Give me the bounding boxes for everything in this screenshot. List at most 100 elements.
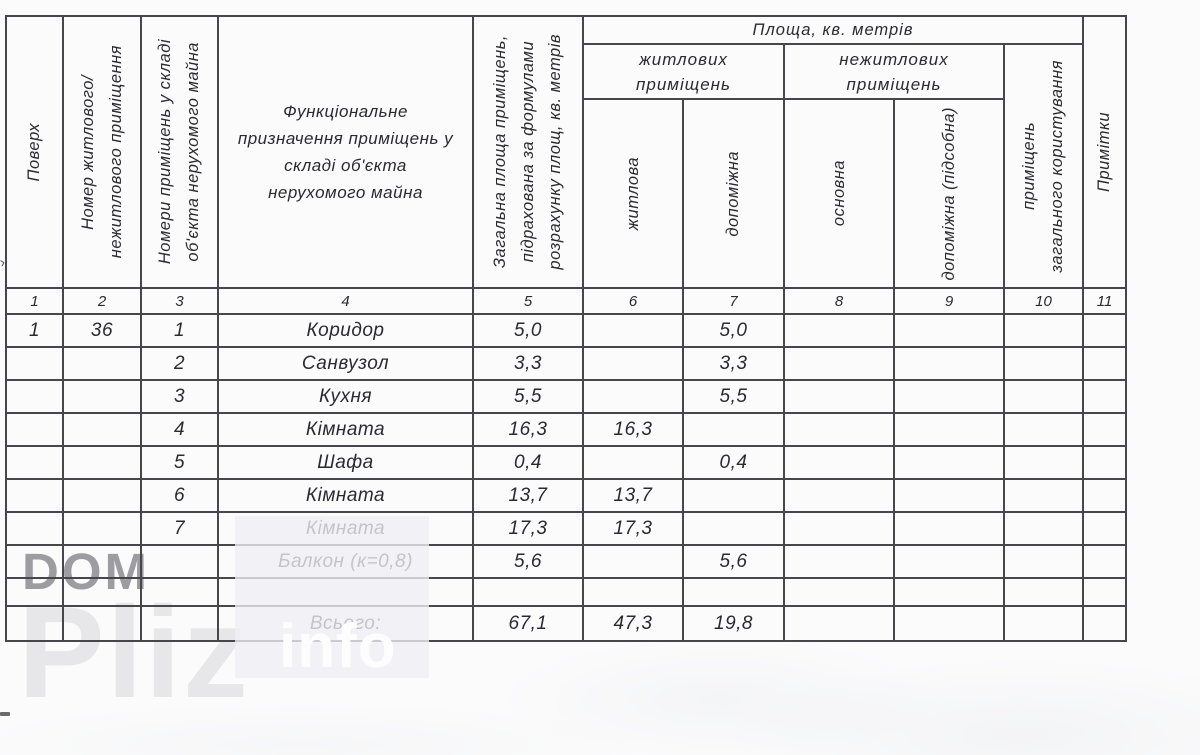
table-cell (62, 445, 142, 480)
table-cell (1002, 379, 1085, 414)
header-unit-number: Номер житлового/ нежитлового приміщення (62, 15, 142, 289)
table-cell (5, 445, 64, 480)
numbering-row: 1 2 3 4 5 6 7 8 9 10 11 (5, 287, 1128, 315)
table-cell (783, 478, 895, 513)
table-cell (62, 346, 142, 381)
table-cell: Санвузол (217, 346, 474, 381)
table-cell (1082, 379, 1128, 414)
column-number: 6 (582, 287, 684, 315)
header-floor: Поверх (5, 15, 64, 289)
table-cell (682, 412, 785, 447)
table-cell (62, 478, 142, 513)
table-row: 4 Кімната 16,3 16,3 (5, 412, 1128, 447)
table-cell (140, 605, 219, 642)
table-row: 2 Санвузол 3,3 3,3 (5, 346, 1128, 381)
area-explication-table: Поверх Номер житлового/ нежитлового прим… (5, 15, 1128, 642)
table-cell: Кухня (217, 379, 474, 414)
table-cell (783, 605, 895, 642)
table-cell: Коридор (217, 313, 474, 348)
table-cell (582, 544, 684, 579)
table-cell: 19,8 (682, 605, 785, 642)
table-cell (582, 379, 684, 414)
table-cell (893, 577, 1005, 607)
column-number: 3 (140, 287, 219, 315)
table-cell (783, 445, 895, 480)
table-cell: 3,3 (682, 346, 785, 381)
table-cell (5, 478, 64, 513)
table-cell (582, 445, 684, 480)
table-cell: 17,3 (582, 511, 684, 546)
column-number: 10 (1002, 287, 1085, 315)
table-cell (783, 412, 895, 447)
table-cell (893, 605, 1005, 642)
table-cell: 5,6 (472, 544, 584, 579)
table-cell (5, 379, 64, 414)
watermark-info: info (279, 612, 397, 681)
table-cell (62, 379, 142, 414)
table-cell (582, 346, 684, 381)
header-area-group: Площа, кв. метрів (581, 15, 1085, 45)
table-cell (1082, 544, 1128, 579)
header-auxiliary: допоміжна (682, 98, 785, 289)
table-cell (1082, 511, 1128, 546)
table-cell (682, 577, 785, 607)
table-row: Балкон (к=0,8)5,65,6 (5, 544, 1128, 579)
table-cell: 13,7 (582, 478, 684, 513)
table-cell: 5,0 (472, 313, 584, 348)
table-cell: 2 (140, 346, 219, 381)
table-cell (1002, 346, 1085, 381)
header-non-residential-group: нежитлових приміщень (783, 43, 1005, 100)
table-cell (140, 544, 219, 579)
table-cell (1082, 313, 1128, 348)
table-cell (893, 478, 1005, 513)
table-row: 3 Кухня 5,5 5,5 (5, 379, 1128, 414)
table-cell: Кімната (217, 478, 474, 513)
table-cell (1002, 478, 1085, 513)
table-cell (1002, 313, 1085, 348)
table-body: 1 36 1 Коридор 5,0 5,0 2 Санвузол 3,3 3,3 3 Кухня 5,… (5, 313, 1128, 642)
table-cell (5, 511, 64, 546)
table-cell: 0,4 (682, 445, 785, 480)
table-cell (62, 511, 142, 546)
table-cell: 36 (62, 313, 142, 348)
scan-artifact (0, 712, 10, 716)
table-cell (5, 577, 64, 607)
table-cell (1002, 544, 1085, 579)
table-cell: 5,5 (472, 379, 584, 414)
table-row: 7Кімната17,317,3 (5, 511, 1128, 546)
table-cell (1082, 605, 1128, 642)
column-number: 7 (682, 287, 785, 315)
table-cell: 47,3 (582, 605, 684, 642)
table-cell (893, 346, 1005, 381)
header-room-numbers: Номери приміщень у складі об'єкта нерухо… (140, 15, 219, 289)
table-cell (582, 577, 684, 607)
table-cell (582, 313, 684, 348)
table-cell: 13,7 (472, 478, 584, 513)
table-cell (1082, 445, 1128, 480)
table-cell (1082, 577, 1128, 607)
table-cell: 1 (5, 313, 64, 348)
table-row: 5 Шафа 0,4 0,4 (5, 445, 1128, 480)
header-common-use: приміщень загального користування (1002, 43, 1085, 289)
watermark-band: info (235, 516, 429, 678)
table-cell (1082, 346, 1128, 381)
table-cell (893, 544, 1005, 579)
table-cell (682, 478, 785, 513)
table-cell (783, 379, 895, 414)
header-function-purpose: Функціональне призначення приміщень у ск… (217, 15, 474, 289)
table-cell: 0,4 (472, 445, 584, 480)
table-cell (893, 379, 1005, 414)
table-cell (472, 577, 584, 607)
table-cell (62, 605, 142, 642)
header-main: основна (783, 98, 895, 289)
table-cell: Шафа (217, 445, 474, 480)
table-cell: 5 (140, 445, 219, 480)
table-cell (893, 445, 1005, 480)
table-cell: 67,1 (472, 605, 584, 642)
spacer-row (5, 577, 1128, 607)
column-number: 2 (62, 287, 142, 315)
table-cell (62, 544, 142, 579)
table-cell (5, 346, 64, 381)
header-notes: Примітки (1082, 15, 1128, 289)
